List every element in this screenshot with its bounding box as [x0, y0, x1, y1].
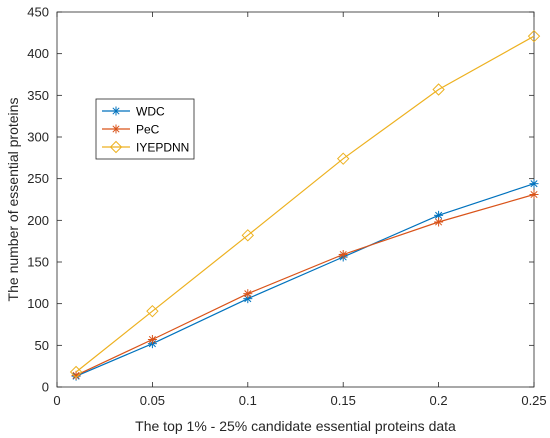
data-point-iyepdnn: [69, 365, 83, 379]
data-point-iyepdnn: [336, 152, 350, 165]
y-tick-label: 0: [42, 380, 49, 395]
series-line-iyepdnn: [75, 35, 535, 373]
data-point-pec: [243, 289, 253, 299]
y-tick-label: 50: [35, 338, 49, 353]
data-point-pec: [71, 370, 81, 380]
legend-marker: [109, 140, 123, 154]
y-tick-label: 150: [27, 255, 49, 270]
series-layer: [69, 29, 541, 381]
x-axis-label: The top 1% - 25% candidate essential pro…: [135, 418, 456, 434]
legend-label: IYEPDNN: [136, 141, 189, 155]
y-tick-label: 350: [27, 88, 49, 103]
legend-label: PeC: [136, 123, 160, 137]
x-tick-label: 0.05: [140, 393, 165, 408]
series-wdc: [71, 179, 539, 381]
series-line-wdc: [75, 183, 535, 377]
legend-entry-wdc: WDC: [102, 105, 165, 119]
data-point-wdc: [529, 179, 539, 189]
series-line-pec: [75, 193, 535, 376]
series-iyepdnn: [69, 29, 541, 379]
y-tick-label: 300: [27, 130, 49, 145]
x-tick-label: 0.25: [521, 393, 546, 408]
data-point-iyepdnn: [527, 29, 541, 43]
data-point-iyepdnn: [241, 229, 255, 242]
legend-label: WDC: [136, 105, 165, 119]
y-tick-label: 450: [27, 5, 49, 20]
data-point-iyepdnn: [146, 304, 159, 318]
legend: WDC PeC IYEPDNN: [95, 98, 195, 160]
x-tick-label: 0.15: [331, 393, 356, 408]
legend-marker: [111, 106, 121, 116]
y-tick-label: 200: [27, 213, 49, 228]
data-point-pec: [147, 335, 157, 344]
y-tick-label: 100: [27, 296, 49, 311]
data-point-iyepdnn: [432, 83, 445, 96]
legend-entry-pec: PeC: [102, 123, 160, 137]
y-tick-label: 250: [27, 171, 49, 186]
x-tick-label: 0.1: [239, 393, 257, 408]
legend-marker: [111, 124, 121, 134]
y-axis-label: The number of essential proteins: [5, 98, 21, 302]
x-tick-label: 0.2: [430, 393, 448, 408]
axis-ticks: 0 0.05 0.1 0.15 0.2 0.25 0 50 100 150 200 250 300 350…: [27, 5, 546, 409]
data-point-pec: [529, 190, 539, 199]
legend-entry-iyepdnn: IYEPDNN: [102, 141, 189, 155]
data-point-pec: [434, 217, 444, 227]
x-tick-label: 0: [53, 393, 60, 408]
series-pec: [71, 190, 539, 380]
y-tick-label: 400: [27, 46, 49, 61]
data-point-pec: [338, 250, 348, 259]
